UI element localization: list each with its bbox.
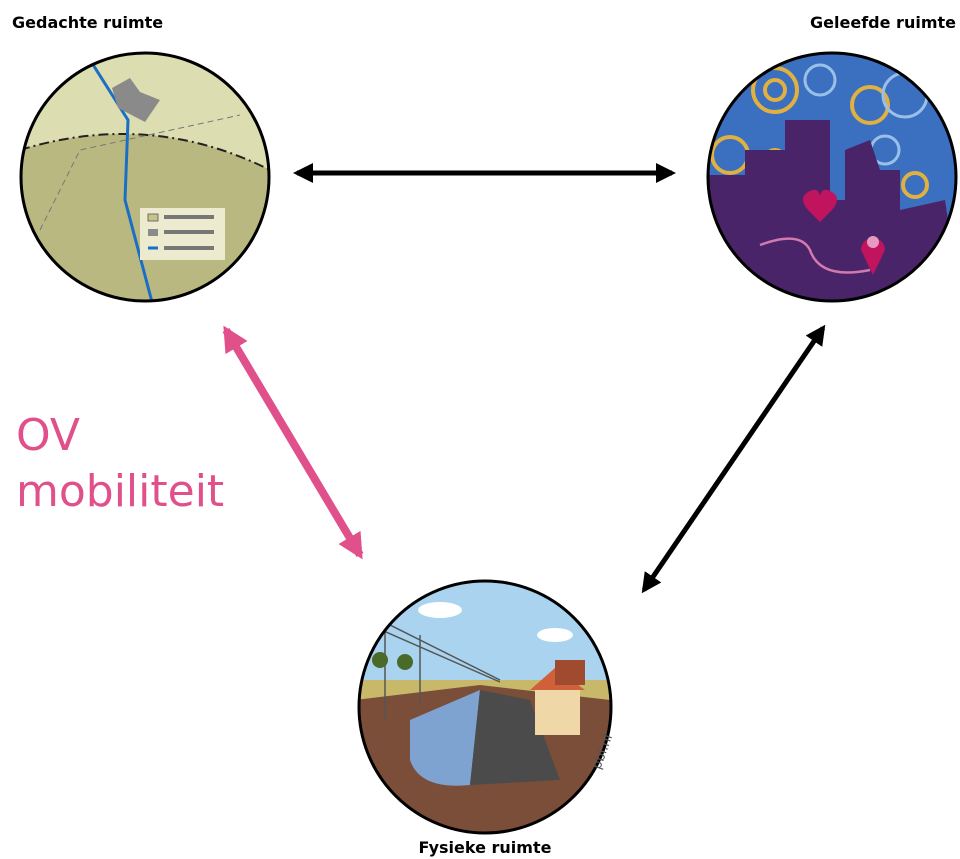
edge-label: OV [16, 410, 80, 461]
arrow [644, 328, 823, 590]
node-label: Fysieke ruimte [419, 838, 552, 857]
diagram: pbl.nl Gedachte ruimte Geleefde ruimte F… [0, 0, 960, 859]
node-label: Gedachte ruimte [12, 13, 163, 32]
edge-label: mobiliteit [16, 466, 224, 517]
node-label: Geleefde ruimte [810, 13, 956, 32]
arrow-highlight [226, 330, 360, 555]
